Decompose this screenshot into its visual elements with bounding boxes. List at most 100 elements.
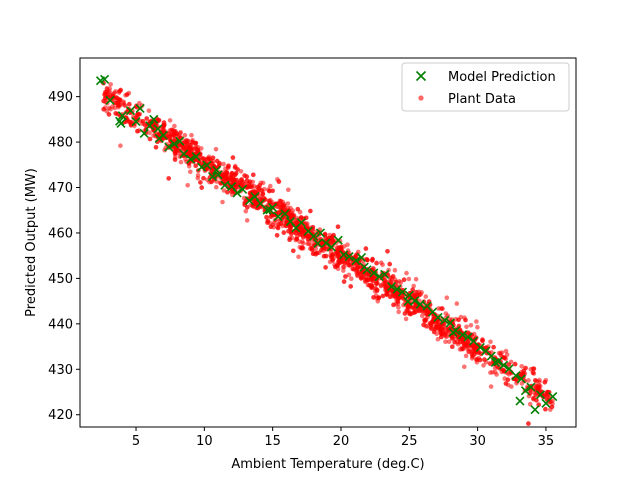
plant-data-point bbox=[268, 224, 274, 229]
plant-data-point bbox=[173, 149, 178, 154]
plant-data-point bbox=[294, 220, 300, 225]
plant-data-point bbox=[309, 246, 315, 251]
y-axis-label: Predicted Output (MW) bbox=[24, 168, 39, 317]
plant-data-point bbox=[439, 331, 445, 337]
plant-data-point bbox=[147, 130, 152, 135]
model-prediction-point bbox=[344, 252, 354, 262]
plant-data-point bbox=[279, 202, 285, 208]
model-prediction-point bbox=[490, 357, 500, 368]
legend-label-plant-data: Plant Data bbox=[448, 92, 516, 107]
plant-data-point bbox=[385, 249, 390, 254]
plant-data-point bbox=[213, 146, 219, 152]
plant-data-point bbox=[396, 305, 401, 310]
plant-data-point bbox=[341, 268, 346, 273]
model-prediction-point bbox=[186, 154, 196, 164]
plant-data-point bbox=[182, 133, 188, 138]
plant-data-point bbox=[378, 283, 384, 288]
plant-data-point bbox=[335, 249, 341, 255]
plant-data-point bbox=[195, 173, 201, 178]
plant-data-point bbox=[480, 337, 485, 343]
legend-cross bbox=[415, 70, 427, 82]
x-tick-label: 10 bbox=[196, 434, 213, 449]
plant-data-point bbox=[405, 304, 411, 309]
plant-data-point bbox=[423, 294, 429, 299]
plant-data-point bbox=[313, 246, 319, 252]
plant-data-point bbox=[481, 363, 486, 368]
model-prediction-point bbox=[520, 386, 531, 396]
plant-data-point bbox=[487, 361, 493, 366]
plant-data-point bbox=[166, 176, 171, 181]
model-prediction-point bbox=[179, 149, 189, 159]
legend: Model Prediction Plant Data bbox=[401, 62, 570, 112]
plant-data-point bbox=[506, 362, 512, 367]
plant-data-point bbox=[184, 144, 189, 150]
plant-data-point bbox=[232, 177, 237, 182]
model-prediction-point bbox=[220, 180, 230, 190]
plant-data-point bbox=[411, 283, 417, 289]
plant-data-point bbox=[114, 95, 119, 100]
plant-data-point bbox=[378, 260, 384, 266]
plant-data-point bbox=[454, 301, 460, 306]
plant-data-point bbox=[113, 111, 118, 116]
plant-data-point bbox=[463, 353, 469, 359]
plant-data-point bbox=[429, 326, 434, 331]
plant-data-point bbox=[468, 323, 474, 328]
plant-data-point bbox=[293, 230, 299, 236]
plant-data-point bbox=[225, 189, 230, 195]
plant-data-point bbox=[340, 264, 346, 270]
legend-marker-model-prediction bbox=[415, 70, 427, 82]
plant-data-point bbox=[144, 116, 149, 121]
plant-data-point bbox=[335, 224, 341, 229]
plant-data-point bbox=[338, 245, 344, 250]
plant-data-point bbox=[224, 177, 230, 182]
plant-data-point bbox=[260, 191, 266, 197]
y-tick-label: 470 bbox=[48, 181, 73, 196]
plant-data-point bbox=[526, 378, 531, 383]
model-prediction-point bbox=[380, 269, 390, 279]
model-prediction-point bbox=[321, 238, 331, 248]
plant-data-point bbox=[248, 184, 254, 190]
plant-data-point bbox=[348, 284, 354, 289]
model-prediction-point bbox=[262, 205, 272, 215]
x-tick-label: 5 bbox=[132, 434, 140, 449]
model-prediction-point bbox=[392, 284, 402, 294]
plant-data-point bbox=[543, 406, 548, 412]
plant-data-point bbox=[220, 199, 225, 205]
x-tick-label: 20 bbox=[333, 434, 350, 449]
plant-data-point bbox=[502, 355, 507, 361]
plant-data-point bbox=[265, 220, 270, 225]
y-tick-label: 490 bbox=[48, 90, 73, 105]
model-prediction-point bbox=[313, 238, 323, 248]
plant-data-point bbox=[117, 97, 123, 103]
y-tick-label: 480 bbox=[48, 136, 73, 151]
plant-data-point bbox=[537, 379, 542, 385]
plant-data-point bbox=[375, 280, 380, 286]
model-prediction-point bbox=[296, 217, 306, 228]
plant-data-point bbox=[209, 179, 214, 185]
plant-data-point bbox=[446, 339, 452, 345]
model-prediction-point bbox=[255, 198, 265, 208]
plant-data-point bbox=[226, 163, 231, 169]
model-prediction-point bbox=[169, 139, 179, 149]
model-prediction-point bbox=[149, 114, 159, 124]
plant-data-point bbox=[503, 381, 509, 386]
plant-data-point bbox=[491, 344, 496, 350]
plant-data-point bbox=[392, 267, 398, 273]
plant-data-point bbox=[210, 155, 216, 161]
model-prediction-point bbox=[445, 318, 455, 328]
plant-data-point bbox=[267, 188, 272, 194]
plant-data-point bbox=[244, 218, 250, 223]
plant-data-point bbox=[492, 365, 498, 371]
plant-data-point bbox=[477, 357, 483, 363]
plant-data-point bbox=[291, 248, 296, 254]
model-prediction-point bbox=[403, 297, 413, 307]
plant-data-point bbox=[233, 171, 239, 176]
plant-data-point bbox=[526, 421, 531, 426]
plant-data-point bbox=[146, 108, 152, 113]
plant-data-point bbox=[270, 188, 275, 194]
model-prediction-point bbox=[359, 262, 369, 272]
model-prediction-point bbox=[309, 231, 319, 241]
plant-data-point bbox=[299, 246, 304, 251]
plant-data-point bbox=[396, 309, 402, 315]
plant-data-point bbox=[382, 281, 388, 287]
